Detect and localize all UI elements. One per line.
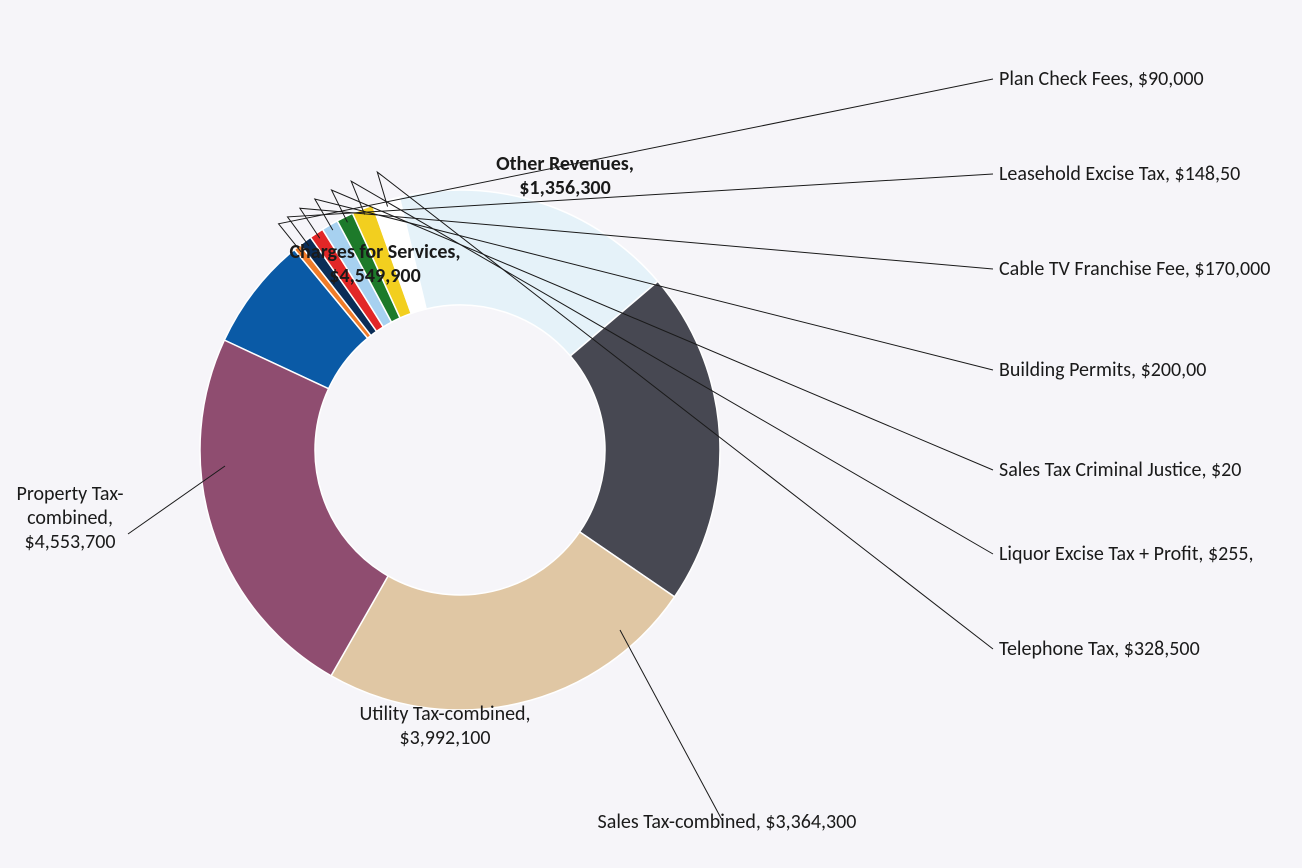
label-sales_tax-line0: Sales Tax-combined, $3,364,300 [598,810,857,834]
label-utility_tax-line1: $3,992,100 [399,726,490,750]
revenue-donut-chart: Charges for Services,$4,549,900Other Rev… [0,0,1302,868]
label-charges_services-line0: Charges for Services, [289,240,460,264]
label-property_tax-line0: Property Tax- [17,482,124,506]
label-charges_services-line1: $4,549,900 [329,264,420,288]
label-cable_tv: Cable TV Franchise Fee, $170,000 [999,257,1270,281]
label-property_tax-line2: $4,553,700 [24,530,115,554]
label-property_tax-line1: combined, [27,506,113,530]
label-telephone_tax: Telephone Tax, $328,500 [999,637,1200,661]
label-sales_tax_cj: Sales Tax Criminal Justice, $20 [999,458,1241,482]
label-utility_tax-line0: Utility Tax-combined, [359,702,530,726]
label-other_revenues-line1: $1,356,300 [519,176,610,200]
label-building_permits: Building Permits, $200,00 [999,358,1206,382]
label-liquor_excise: Liquor Excise Tax + Profit, $255, [999,542,1253,566]
label-leasehold: Leasehold Excise Tax, $148,50 [999,162,1240,186]
label-plan_check: Plan Check Fees, $90,000 [999,67,1204,91]
